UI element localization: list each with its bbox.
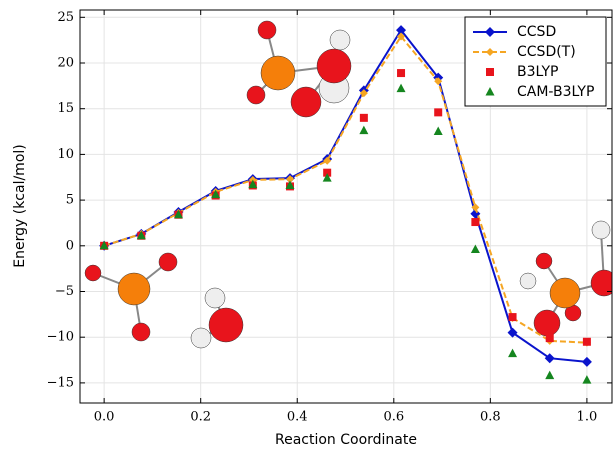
molecules <box>84 20 612 349</box>
marker <box>582 337 591 346</box>
marker <box>582 375 592 384</box>
marker <box>323 156 332 165</box>
marker <box>322 173 332 182</box>
marker <box>173 209 183 219</box>
marker <box>471 218 480 227</box>
legend-label: CCSD(T) <box>517 44 576 60</box>
marker <box>485 27 495 37</box>
marker <box>544 353 555 364</box>
marker <box>136 230 146 240</box>
marker <box>508 348 518 358</box>
marker <box>508 313 517 322</box>
marker <box>323 168 332 177</box>
y-axis-label: Energy (kcal/mol) <box>12 144 28 267</box>
marker <box>248 179 258 189</box>
series-line <box>103 28 587 363</box>
plot <box>99 25 592 384</box>
y-tick-label: 25 <box>57 10 74 25</box>
series-line <box>103 34 587 344</box>
marker <box>396 83 406 93</box>
marker <box>211 189 221 199</box>
marker <box>359 125 369 135</box>
legend-label: CAM-B3LYP <box>517 84 594 100</box>
marker <box>359 113 368 122</box>
marker <box>396 25 407 36</box>
marker <box>397 32 406 41</box>
x-tick-label: 0.8 <box>480 410 501 425</box>
marker <box>433 126 443 136</box>
x-axis-label: Reaction Coordinate <box>275 432 417 448</box>
marker <box>99 240 109 250</box>
legend-label: CCSD <box>517 24 556 40</box>
marker <box>581 356 592 367</box>
x-tick-label: 1.0 <box>577 410 598 425</box>
legend-label: B3LYP <box>517 64 558 80</box>
legend: CCSD CCSD(T) B3LYP CAM-B3LYP <box>464 16 607 107</box>
marker <box>285 180 295 189</box>
y-tick-label: 10 <box>57 147 74 162</box>
marker <box>471 203 480 212</box>
marker <box>359 89 368 98</box>
x-tick-label: 0.0 <box>94 410 115 425</box>
marker <box>485 87 495 96</box>
y-tick-label: 15 <box>57 101 74 116</box>
marker <box>486 48 494 56</box>
marker <box>507 327 518 338</box>
marker <box>545 334 554 343</box>
y-tick-label: −15 <box>47 375 74 390</box>
marker <box>434 108 443 117</box>
marker <box>470 244 480 253</box>
y-tick-label: −10 <box>47 330 74 345</box>
marker <box>486 68 494 76</box>
marker <box>545 370 555 380</box>
x-tick-label: 0.2 <box>190 410 211 425</box>
y-tick-label: 0 <box>66 238 74 253</box>
axes-frame <box>79 9 613 404</box>
x-tick-label: 0.4 <box>287 410 308 425</box>
marker <box>434 77 443 86</box>
y-tick-label: 5 <box>66 193 74 208</box>
y-tick-label: 20 <box>57 56 74 71</box>
x-tick-label: 0.6 <box>383 410 404 425</box>
marker <box>286 175 294 184</box>
marker <box>397 69 406 78</box>
y-tick-label: −5 <box>55 284 74 299</box>
